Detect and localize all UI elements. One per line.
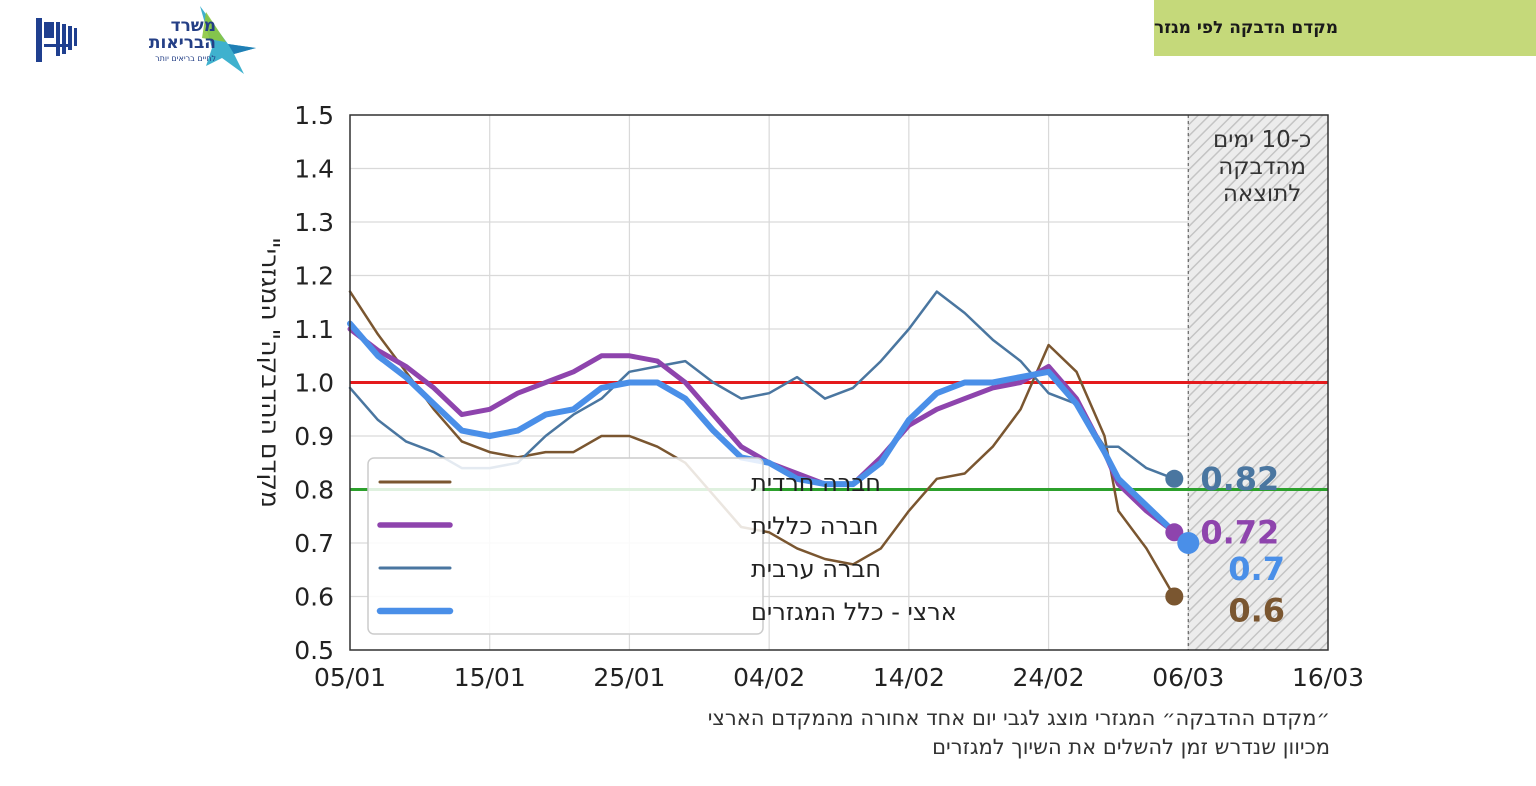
- logo-tagline: לחיים בריאים יותר: [155, 54, 216, 63]
- series-end-marker: [1177, 532, 1200, 554]
- series-end-marker: [1165, 587, 1184, 606]
- x-tick-label: 05/01: [314, 663, 386, 692]
- legend-box: [367, 457, 764, 635]
- series-end-marker: [1165, 523, 1184, 542]
- x-tick-label: 15/01: [454, 663, 526, 692]
- page-title: מקדם הדבקה לפי מגזר: [1154, 0, 1536, 56]
- footnote: ״מקדם ההדבקה״ המגזרי מוצג לגבי יום אחד א…: [700, 704, 1330, 762]
- series-end-label: 0.72: [1200, 513, 1279, 551]
- x-tick-label: 14/02: [873, 663, 945, 692]
- logo-emblem-icon: [34, 6, 256, 74]
- shaded-region-label: מהדבקה: [1218, 154, 1306, 180]
- y-tick-label: 0.5: [294, 636, 334, 665]
- ministry-of-health-logo: משרד הבריאות לחיים בריאים יותר: [30, 4, 260, 76]
- x-tick-label: 06/03: [1152, 663, 1224, 692]
- legend-label: חברה כללית: [751, 512, 879, 540]
- y-tick-label: 1.1: [294, 315, 334, 344]
- y-tick-label: 1.4: [294, 155, 334, 184]
- y-tick-label: 1.3: [294, 208, 334, 237]
- series-end-marker: [1165, 469, 1184, 488]
- series-line: [348, 290, 1176, 598]
- y-tick-label: 0.9: [294, 422, 334, 451]
- x-tick-label: 25/01: [593, 663, 665, 692]
- legend-label: חברה ערבית: [751, 555, 881, 583]
- logo-line-1: משרד: [170, 16, 216, 36]
- y-tick-label: 1.0: [294, 369, 334, 398]
- shaded-region-label: לתוצאה: [1223, 181, 1302, 207]
- series-end-label: 0.7: [1228, 550, 1285, 588]
- y-tick-label: 0.8: [294, 476, 334, 505]
- y-tick-label: 1.5: [294, 101, 334, 130]
- x-tick-label: 24/02: [1013, 663, 1085, 692]
- logo-line-2: הבריאות: [148, 33, 216, 53]
- series-line: [347, 320, 1192, 546]
- y-tick-label: 0.6: [294, 583, 334, 612]
- footnote-line-1: ״מקדם ההדבקה״ המגזרי מוצג לגבי יום אחד א…: [707, 706, 1330, 730]
- legend-label: ארצי - כלל המגזרים: [751, 598, 957, 626]
- y-axis-label: "מקדם ההדבקה" המגזרי: [256, 237, 285, 508]
- series-end-label: 0.6: [1228, 592, 1285, 630]
- footnote-line-2: מכיוון שנדרש זמן להשלים את השיוך למגזרים: [932, 735, 1330, 759]
- y-tick-label: 0.7: [294, 529, 334, 558]
- series-end-label: 0.82: [1200, 460, 1279, 498]
- legend-label: חברה חרדית: [751, 469, 881, 497]
- plot-frame: [349, 114, 1329, 651]
- x-tick-label: 16/03: [1292, 663, 1364, 692]
- shaded-region-label: כ-10 ימים: [1213, 127, 1311, 153]
- y-tick-label: 1.2: [294, 262, 334, 291]
- x-tick-label: 04/02: [733, 663, 805, 692]
